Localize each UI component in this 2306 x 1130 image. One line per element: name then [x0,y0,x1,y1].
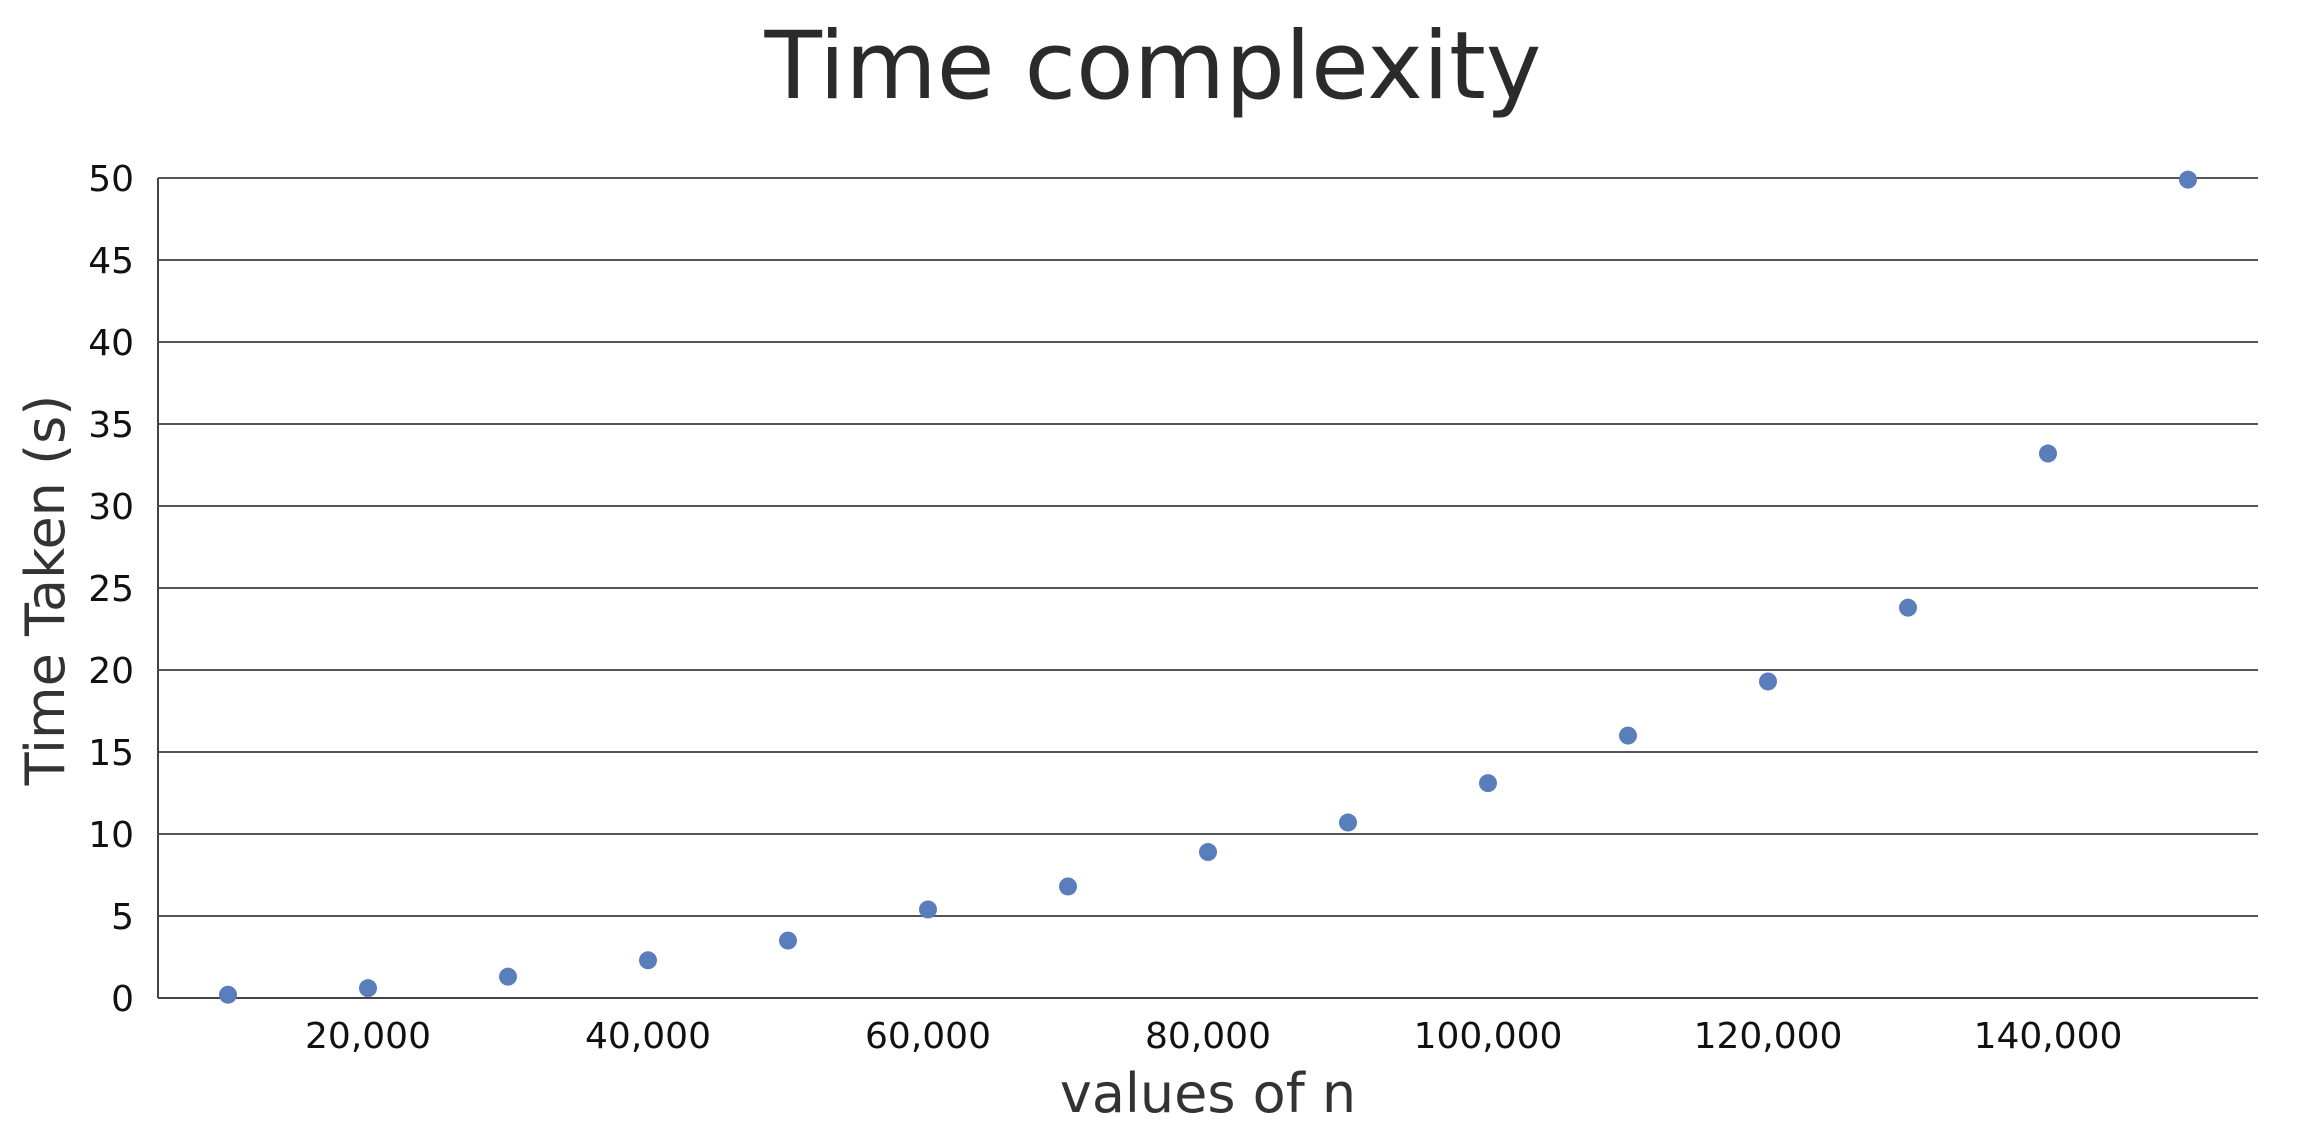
data-point [919,900,937,919]
y-tick-labels: 0 5 10 15 20 25 30 35 40 45 50 [88,159,134,1020]
y-tick-label: 25 [88,569,134,610]
x-tick-label: 140,000 [1974,1016,2123,1057]
data-point [639,951,657,970]
x-tick-label: 100,000 [1414,1016,1563,1057]
data-point [499,967,517,986]
data-points [219,170,2197,1004]
x-tick-label: 60,000 [865,1016,991,1057]
y-tick-label: 50 [88,159,134,200]
y-gridlines [158,177,2258,917]
x-tick-label: 80,000 [1145,1016,1271,1057]
data-point [1759,672,1777,691]
y-tick-label: 35 [88,405,134,446]
x-tick-labels: 20,000 40,000 60,000 80,000 100,000 120,000 14… [305,1016,2122,1057]
y-tick-label: 40 [88,323,134,364]
data-point [2039,444,2057,463]
data-point [1479,774,1497,793]
data-point [219,985,237,1004]
y-tick-label: 45 [88,241,134,282]
x-tick-label: 40,000 [585,1016,711,1057]
x-tick-label: 120,000 [1694,1016,1843,1057]
y-tick-label: 20 [88,651,134,692]
y-tick-label: 15 [88,733,134,774]
y-axis-label: Time Taken (s) [14,395,77,787]
data-point [1619,726,1637,745]
data-point [1059,877,1077,896]
x-axis-label: values of n [1060,1062,1356,1125]
data-point [1339,813,1357,832]
y-tick-label: 0 [111,979,134,1020]
data-point [1899,598,1917,617]
data-point [1199,843,1217,862]
chart-title: Time complexity [764,12,1542,121]
data-point [359,979,377,998]
y-tick-label: 10 [88,815,134,856]
y-tick-label: 5 [111,897,134,938]
x-tick-label: 20,000 [305,1016,431,1057]
y-tick-label: 30 [88,487,134,528]
data-point [2179,170,2197,189]
data-point [779,931,797,950]
